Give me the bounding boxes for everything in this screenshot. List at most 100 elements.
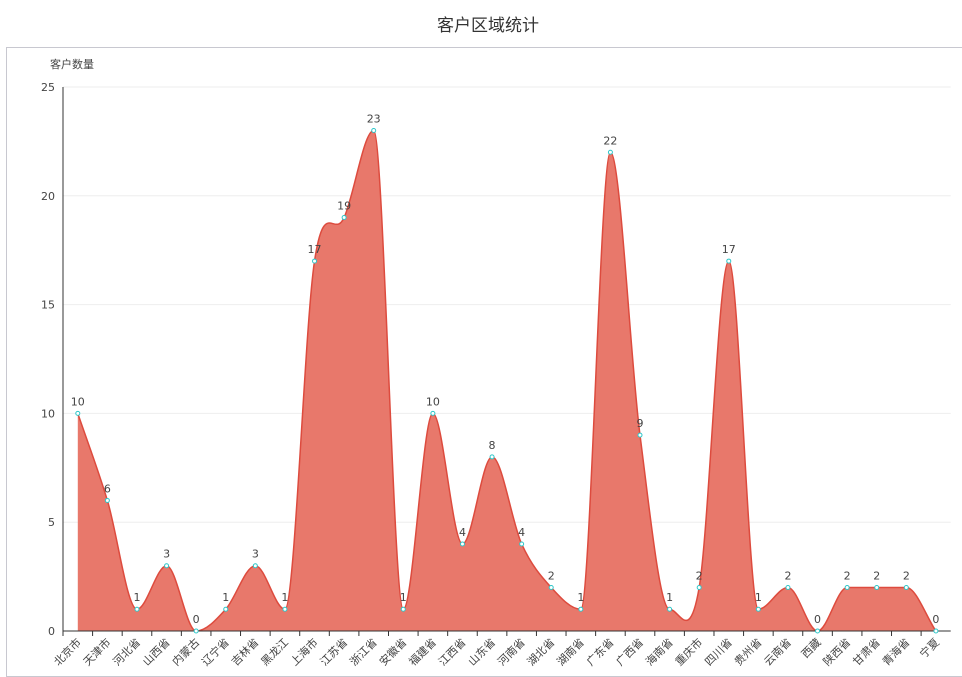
data-label: 22 bbox=[603, 134, 617, 147]
point bbox=[578, 606, 584, 612]
y-tick-label: 10 bbox=[41, 407, 55, 420]
x-tick-label: 云南省 bbox=[762, 636, 795, 669]
point bbox=[341, 215, 347, 221]
x-tick-label: 山东省 bbox=[466, 636, 499, 669]
y-tick-label: 15 bbox=[41, 299, 55, 312]
x-tick-label: 安徽省 bbox=[376, 635, 409, 668]
x-tick-label: 北京市 bbox=[51, 635, 84, 668]
x-tick-label: 河北省 bbox=[111, 636, 144, 669]
point bbox=[134, 606, 140, 612]
x-tick-label: 贵州省 bbox=[732, 636, 765, 669]
x-tick-label: 上海市 bbox=[287, 635, 320, 668]
data-label: 6 bbox=[104, 482, 111, 495]
data-label: 1 bbox=[281, 591, 288, 604]
data-label: 1 bbox=[755, 591, 762, 604]
x-tick-label: 湖北省 bbox=[525, 636, 558, 669]
point bbox=[696, 584, 702, 590]
data-label: 10 bbox=[71, 395, 85, 408]
data-label: 4 bbox=[518, 526, 525, 539]
x-tick-label: 内蒙古 bbox=[169, 635, 202, 668]
x-tick-label: 浙江省 bbox=[347, 636, 380, 669]
point bbox=[519, 541, 525, 547]
x-tick-label: 江西省 bbox=[436, 636, 469, 669]
point bbox=[371, 128, 377, 134]
x-tick-label: 宁夏 bbox=[917, 635, 942, 660]
y-tick-label: 0 bbox=[48, 625, 55, 638]
x-tick-label: 广西省 bbox=[614, 636, 647, 669]
x-tick-label: 福建省 bbox=[406, 635, 439, 668]
point bbox=[75, 410, 81, 416]
y-axis-label: 客户数量 bbox=[50, 57, 94, 71]
data-label: 17 bbox=[308, 243, 322, 256]
area bbox=[77, 130, 936, 631]
point bbox=[726, 258, 732, 264]
x-tick-label: 河南省 bbox=[495, 636, 528, 669]
chart-title: 客户区域统计 bbox=[437, 16, 539, 36]
point bbox=[282, 606, 288, 612]
x-tick-label: 山西省 bbox=[140, 636, 173, 669]
data-label: 17 bbox=[722, 243, 736, 256]
data-label: 1 bbox=[133, 591, 140, 604]
data-label: 2 bbox=[903, 569, 910, 582]
data-label: 23 bbox=[367, 113, 381, 126]
data-label: 2 bbox=[696, 569, 703, 582]
x-tick-label: 辽宁省 bbox=[199, 635, 232, 668]
data-label: 0 bbox=[814, 613, 821, 626]
point bbox=[844, 584, 850, 590]
data-label: 9 bbox=[637, 417, 644, 430]
data-label: 3 bbox=[252, 548, 259, 561]
point bbox=[164, 563, 170, 569]
point bbox=[193, 628, 199, 634]
x-tick-label: 重庆市 bbox=[672, 635, 705, 668]
point bbox=[312, 258, 318, 264]
data-label: 2 bbox=[548, 569, 555, 582]
data-label: 0 bbox=[193, 613, 200, 626]
x-tick-label: 甘肃省 bbox=[850, 636, 883, 669]
data-label: 1 bbox=[222, 591, 229, 604]
y-tick-label: 20 bbox=[41, 190, 55, 203]
x-tick-label: 广东省 bbox=[584, 636, 617, 669]
point bbox=[637, 432, 643, 438]
data-label: 3 bbox=[163, 548, 170, 561]
data-label: 19 bbox=[337, 200, 351, 213]
x-tick-label: 西藏 bbox=[799, 636, 824, 661]
point bbox=[459, 541, 465, 547]
point bbox=[903, 584, 909, 590]
point bbox=[489, 454, 495, 460]
point bbox=[755, 606, 761, 612]
x-tick-label: 海南省 bbox=[642, 635, 675, 668]
x-tick-label: 江苏省 bbox=[318, 636, 351, 669]
point bbox=[607, 149, 613, 155]
x-tick-label: 黑龙江 bbox=[259, 636, 292, 669]
x-tick-label: 青海省 bbox=[879, 635, 912, 668]
data-label: 1 bbox=[577, 591, 584, 604]
x-tick-label: 陕西省 bbox=[820, 635, 853, 668]
point bbox=[252, 563, 258, 569]
point bbox=[815, 628, 821, 634]
y-tick-label: 25 bbox=[41, 81, 55, 94]
data-label: 1 bbox=[666, 591, 673, 604]
point bbox=[667, 606, 673, 612]
point bbox=[400, 606, 406, 612]
data-label: 10 bbox=[426, 395, 440, 408]
point bbox=[430, 410, 436, 416]
data-label: 0 bbox=[932, 613, 939, 626]
point bbox=[933, 628, 939, 634]
data-label: 1 bbox=[400, 591, 407, 604]
data-label: 2 bbox=[873, 569, 880, 582]
x-tick-label: 四川省 bbox=[702, 636, 735, 669]
point bbox=[104, 497, 110, 503]
x-tick-label: 湖南省 bbox=[554, 636, 587, 669]
data-label: 2 bbox=[784, 569, 791, 582]
data-label: 4 bbox=[459, 526, 466, 539]
x-tick-label: 天津市 bbox=[80, 635, 113, 668]
point bbox=[874, 584, 880, 590]
data-label: 2 bbox=[844, 569, 851, 582]
y-tick-label: 5 bbox=[48, 516, 55, 529]
point bbox=[548, 584, 554, 590]
point bbox=[785, 584, 791, 590]
x-tick-label: 吉林省 bbox=[228, 635, 261, 668]
data-label: 8 bbox=[489, 439, 496, 452]
